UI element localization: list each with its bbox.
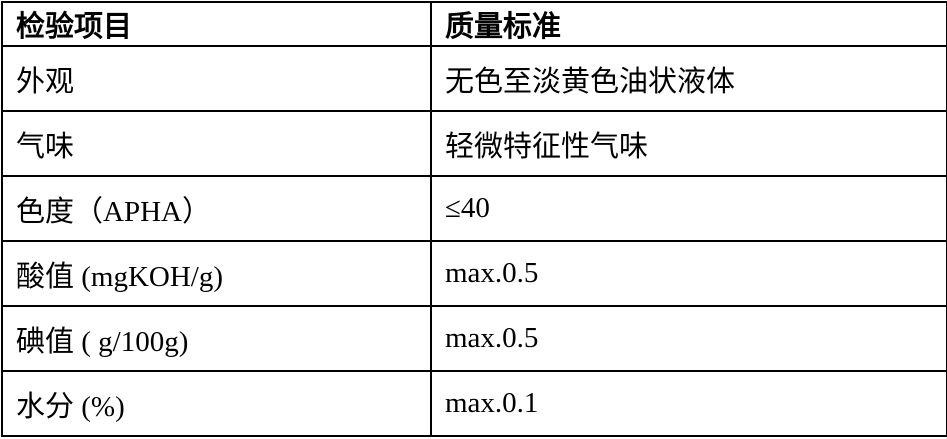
table-row: 外观 无色至淡黄色油状液体: [1, 45, 947, 112]
cell-item-color-apha: 色度（APHA）: [1, 175, 432, 242]
table-row: 酸值 (mgKOH/g) max.0.5: [1, 240, 947, 307]
table-row: 色度（APHA） ≤40: [1, 175, 947, 242]
cell-item-appearance: 外观: [1, 45, 432, 112]
cell-item-iodine-value: 碘值 ( g/100g): [1, 305, 432, 372]
cell-item-moisture: 水分 (%): [1, 370, 432, 437]
cell-item-odor: 气味: [1, 110, 432, 177]
cell-standard-iodine-value: max.0.5: [430, 305, 947, 372]
cell-standard-moisture: max.0.1: [430, 370, 947, 437]
cell-standard-appearance: 无色至淡黄色油状液体: [430, 45, 947, 112]
cell-standard-odor: 轻微特征性气味: [430, 110, 947, 177]
cell-standard-acid-value: max.0.5: [430, 240, 947, 307]
table-row: 碘值 ( g/100g) max.0.5: [1, 305, 947, 372]
column-header-quality-standard: 质量标准: [430, 1, 947, 47]
table-row: 水分 (%) max.0.1: [1, 370, 947, 437]
table-header-row: 检验项目 质量标准: [1, 1, 947, 47]
cell-standard-color-apha: ≤40: [430, 175, 947, 242]
column-header-inspection-item: 检验项目: [1, 1, 432, 47]
table-row: 气味 轻微特征性气味: [1, 110, 947, 177]
cell-item-acid-value: 酸值 (mgKOH/g): [1, 240, 432, 307]
